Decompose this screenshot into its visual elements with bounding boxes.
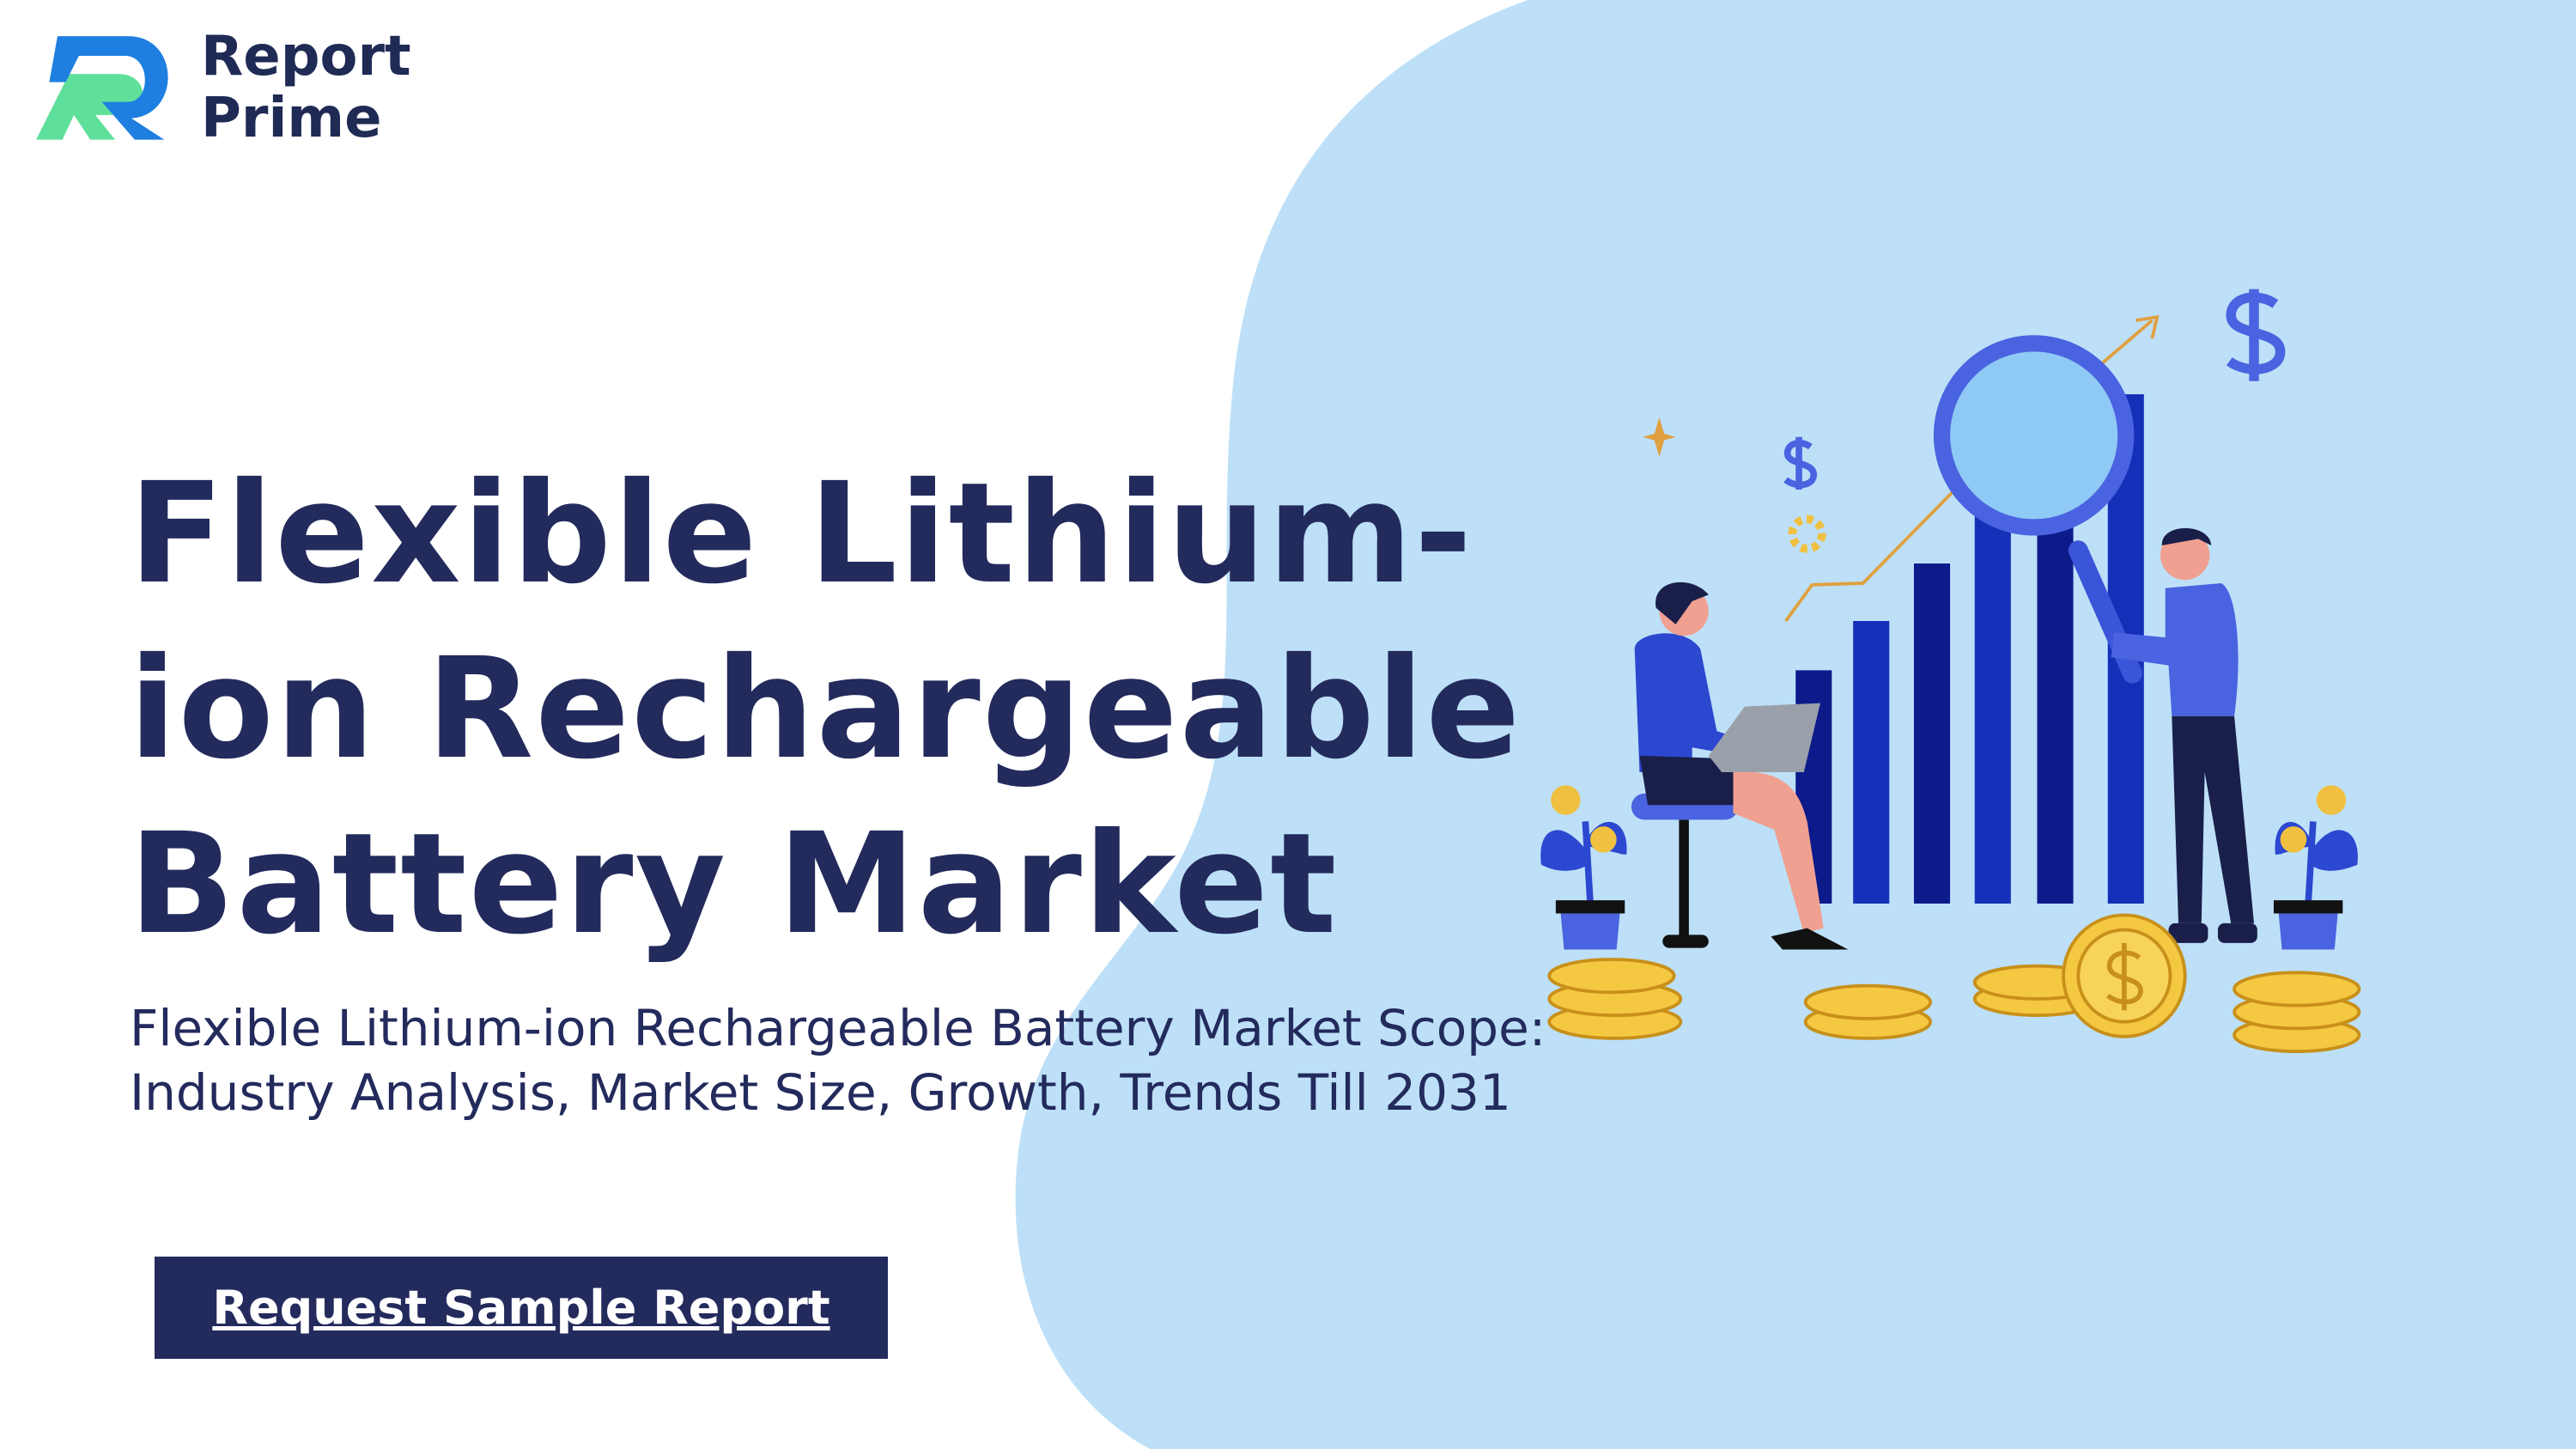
- dollar-icon: [1783, 436, 1818, 490]
- logo-text: Report Prime: [201, 26, 411, 149]
- woman: [1631, 581, 1849, 950]
- plant: [2273, 785, 2358, 950]
- page-subtitle: Flexible Lithium-ion Rechargeable Batter…: [130, 999, 1546, 1122]
- logo-line: Prime: [201, 87, 382, 150]
- arrow-head: [2135, 314, 2160, 339]
- page-title: Flexible Lithium-ion Rechargeable Batter…: [129, 454, 1522, 965]
- gear: [1788, 514, 1826, 553]
- dollar-icon: [2226, 289, 2286, 381]
- request-button[interactable]: Request Sample Report: [155, 1257, 888, 1359]
- man: [2111, 527, 2257, 943]
- plant: [1540, 785, 1627, 950]
- logo-line: Report: [201, 25, 411, 88]
- coins: [1547, 913, 2361, 1054]
- logo-mark: [36, 36, 168, 140]
- dollar-icon: [2105, 942, 2143, 1011]
- sparkle: [1643, 417, 1676, 457]
